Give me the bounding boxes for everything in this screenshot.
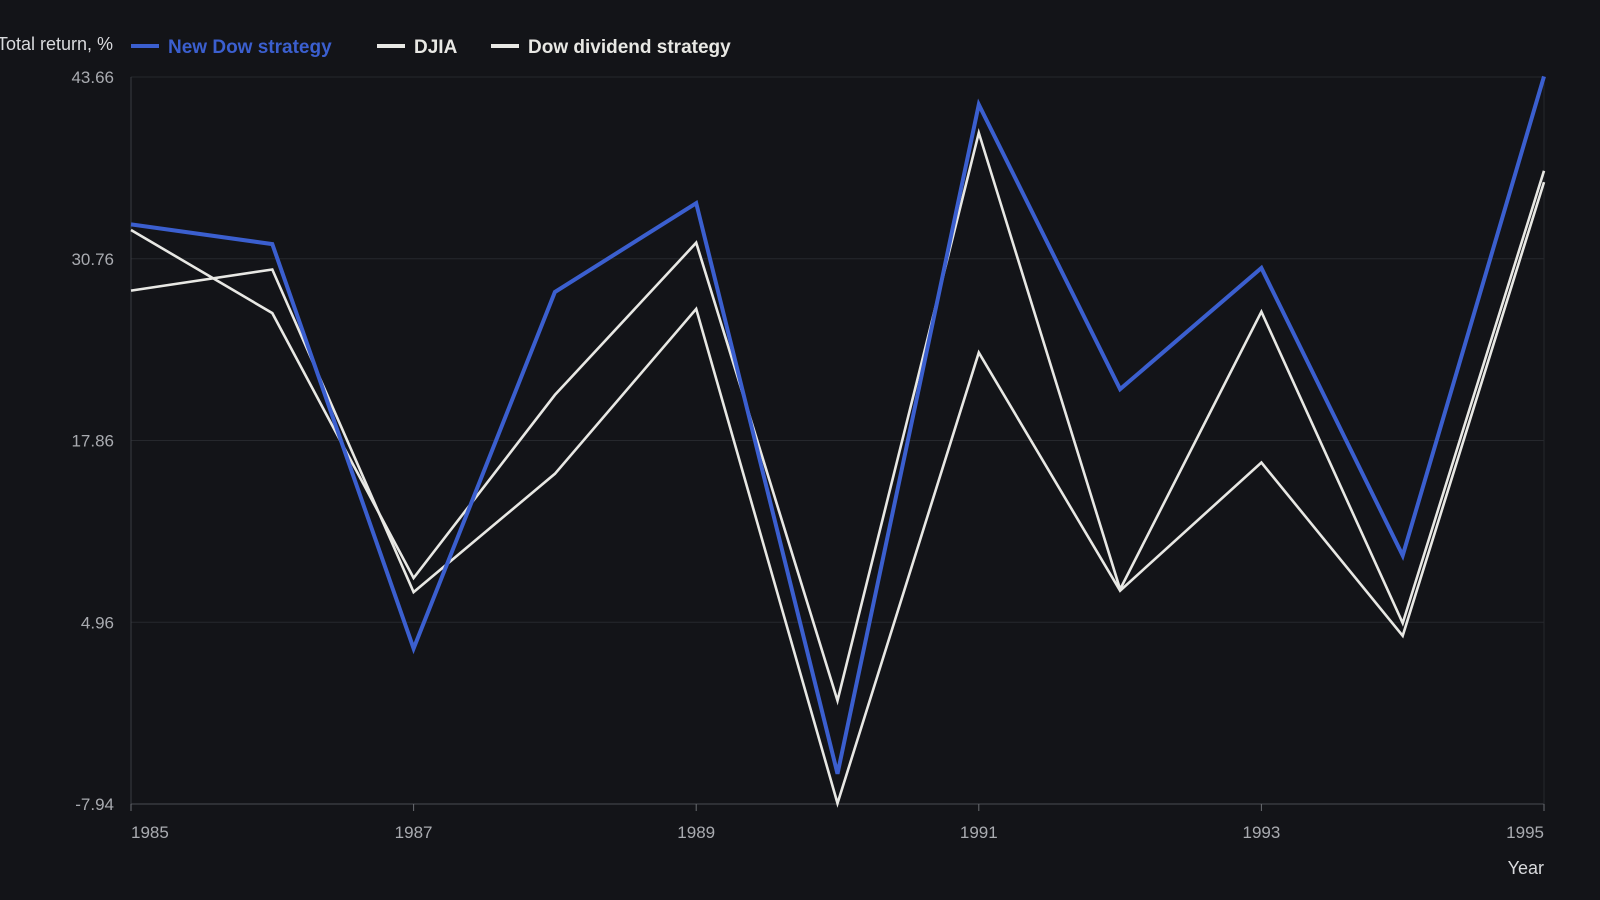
legend-label-new-dow: New Dow strategy (168, 37, 332, 58)
y-tick-label: 17.86 (71, 432, 114, 451)
y-tick-label: 30.76 (71, 250, 114, 269)
x-tick-label: 1991 (960, 823, 998, 842)
y-tick-label: 43.66 (71, 68, 114, 87)
series-line-new-dow-strategy (130, 75, 1546, 775)
x-tick-label: 1993 (1242, 823, 1280, 842)
x-tick-label: 1985 (131, 823, 169, 842)
legend: Total return, % New Dow strategy DJIA Do… (0, 34, 731, 58)
grid (131, 76, 1544, 805)
x-axis-title: Year (1508, 858, 1544, 878)
x-tick-label: 1987 (395, 823, 433, 842)
y-axis-title: Total return, % (0, 34, 113, 54)
y-tick-label: -7.94 (75, 795, 114, 814)
legend-label-djia: DJIA (414, 37, 458, 58)
series-lines (130, 75, 1546, 808)
x-tick-label: 1995 (1506, 823, 1544, 842)
y-tick-labels: 43.66 30.76 17.86 4.96 -7.94 (71, 68, 114, 814)
series-line-dow-dividend-strategy (130, 181, 1546, 808)
y-tick-label: 4.96 (81, 613, 114, 632)
legend-label-dow-dividend: Dow dividend strategy (528, 37, 731, 58)
x-tick-label: 1989 (677, 823, 715, 842)
series-line-djia (130, 127, 1546, 706)
x-tick-labels: 1985 1987 1989 1991 1993 1995 (130, 804, 1545, 842)
